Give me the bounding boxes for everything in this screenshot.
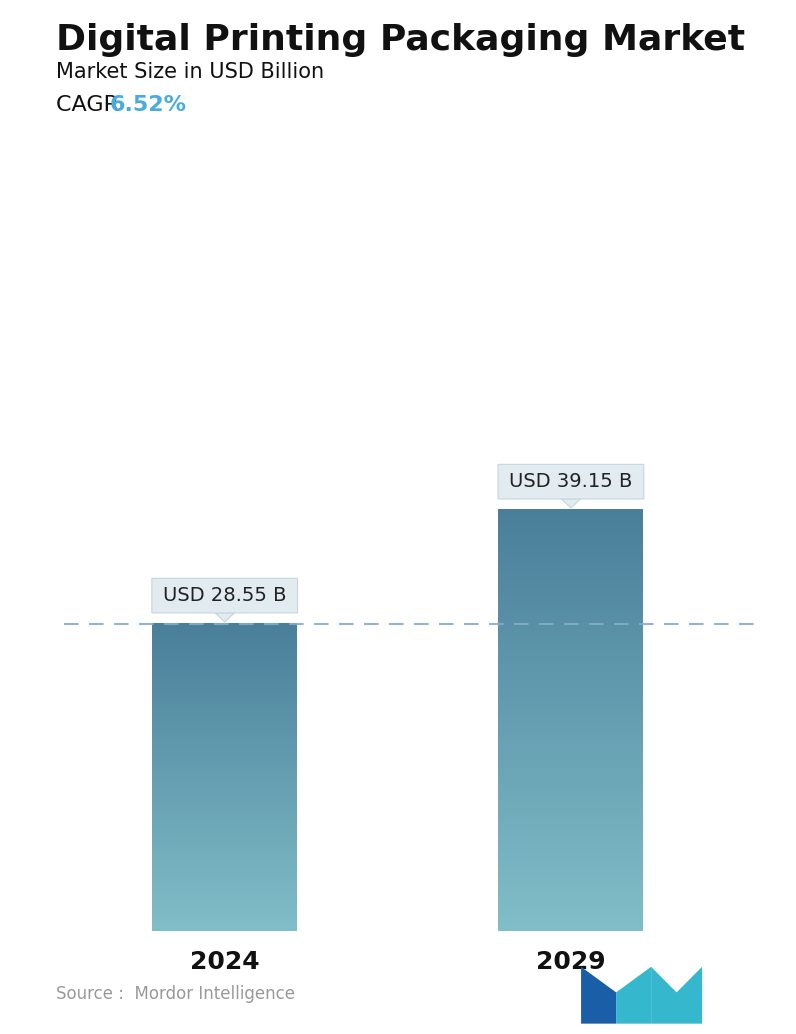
Text: CAGR: CAGR — [56, 95, 126, 115]
Polygon shape — [581, 967, 616, 1024]
FancyBboxPatch shape — [152, 578, 298, 613]
FancyBboxPatch shape — [498, 464, 644, 499]
Polygon shape — [651, 967, 702, 1024]
Text: Digital Printing Packaging Market: Digital Printing Packaging Market — [56, 23, 745, 57]
Polygon shape — [215, 613, 234, 622]
Polygon shape — [616, 967, 651, 1024]
Polygon shape — [561, 498, 580, 508]
Text: Source :  Mordor Intelligence: Source : Mordor Intelligence — [56, 985, 295, 1003]
Text: Market Size in USD Billion: Market Size in USD Billion — [56, 62, 324, 82]
Text: USD 28.55 B: USD 28.55 B — [163, 586, 287, 605]
Text: USD 39.15 B: USD 39.15 B — [509, 473, 633, 491]
Text: 6.52%: 6.52% — [110, 95, 187, 115]
